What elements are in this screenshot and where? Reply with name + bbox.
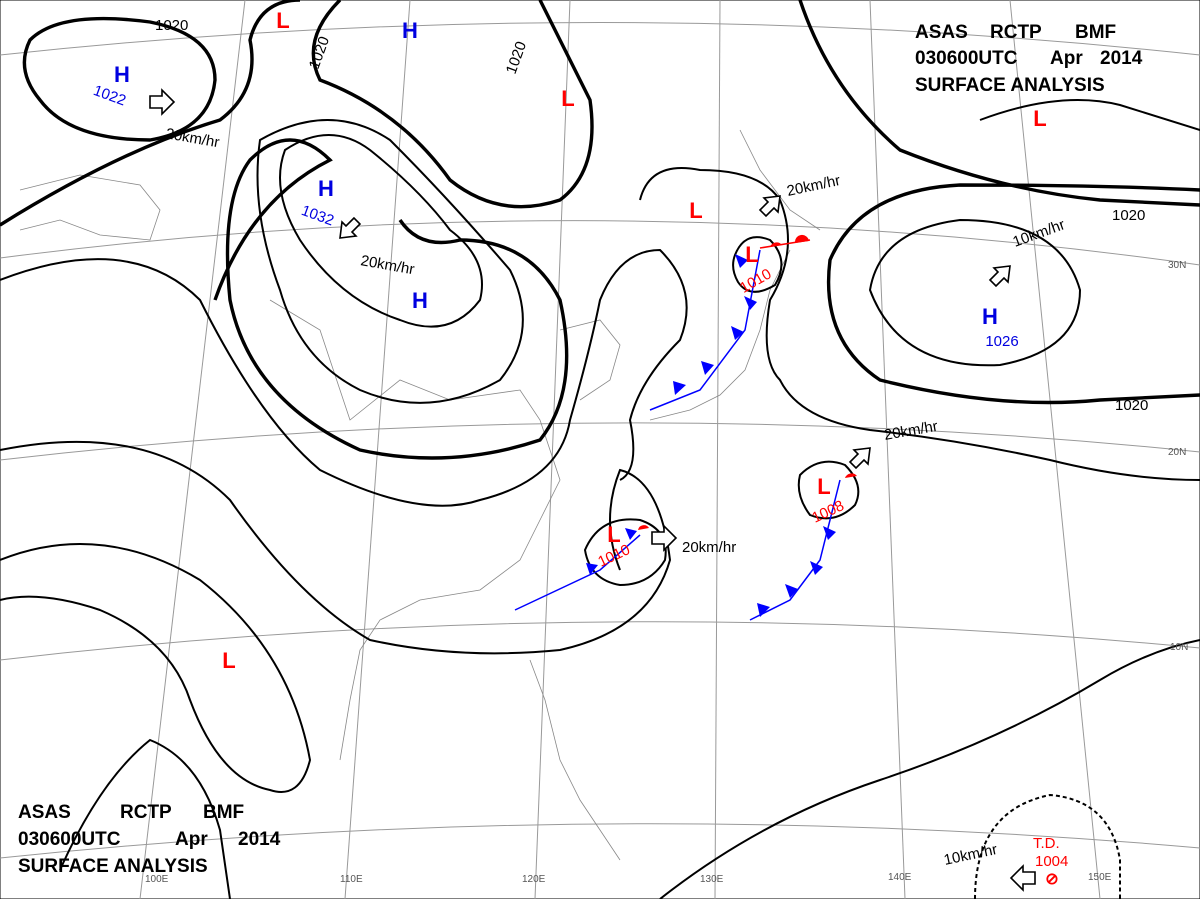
grid-label: 110E: [340, 874, 363, 885]
header-text: RCTP: [990, 22, 1042, 43]
center-symbol: L: [745, 242, 758, 267]
header-text: SURFACE ANALYSIS: [915, 75, 1105, 96]
isobar-label: 1020: [1115, 397, 1148, 414]
center-symbol: H: [982, 304, 998, 329]
td-symbol: ⊘: [1045, 871, 1058, 888]
center-symbol: H: [318, 176, 334, 201]
center-symbol: H: [402, 18, 418, 43]
grid-label: 140E: [888, 872, 912, 883]
center-symbol: L: [607, 522, 620, 547]
center-symbol: L: [817, 474, 830, 499]
header-text: ASAS: [915, 22, 968, 43]
isobar-label: 1020: [155, 17, 188, 34]
center-symbol: L: [689, 198, 702, 223]
grid-label: 150E: [1088, 872, 1112, 883]
center-symbol: L: [1033, 106, 1046, 131]
footer-text: 030600UTC: [18, 829, 121, 850]
grid-label: 130E: [700, 874, 724, 885]
center-symbol: H: [412, 288, 428, 313]
center-symbol: H: [114, 62, 130, 87]
footer-text: 2014: [238, 829, 281, 850]
center-symbol: L: [222, 648, 235, 673]
grid-label: 100E: [145, 874, 169, 885]
td-value: 1004: [1035, 853, 1068, 870]
grid-label: 10N: [1170, 642, 1188, 653]
header-text: 030600UTC: [915, 48, 1018, 69]
grid-label: 30N: [1168, 260, 1186, 271]
grid-label: 20N: [1168, 447, 1186, 458]
header-text: BMF: [1075, 22, 1116, 43]
motion-label: 20km/hr: [682, 539, 736, 556]
grid-label: 120E: [522, 874, 546, 885]
footer-text: BMF: [203, 802, 244, 823]
center-value: 1026: [985, 333, 1018, 350]
coastlines: [19, 129, 821, 861]
td-label: T.D.: [1033, 835, 1060, 852]
header-text: 2014: [1100, 48, 1143, 69]
header-text: Apr: [1050, 48, 1083, 69]
footer-text: Apr: [175, 829, 208, 850]
center-symbol: L: [561, 86, 574, 111]
fronts: [514, 234, 857, 621]
footer-text: RCTP: [120, 802, 172, 823]
motion-arrows: [149, 88, 1036, 892]
isobar-label: 1020: [1112, 207, 1145, 224]
center-symbol: L: [276, 8, 289, 33]
footer-text: SURFACE ANALYSIS: [18, 856, 208, 877]
footer-text: ASAS: [18, 802, 71, 823]
